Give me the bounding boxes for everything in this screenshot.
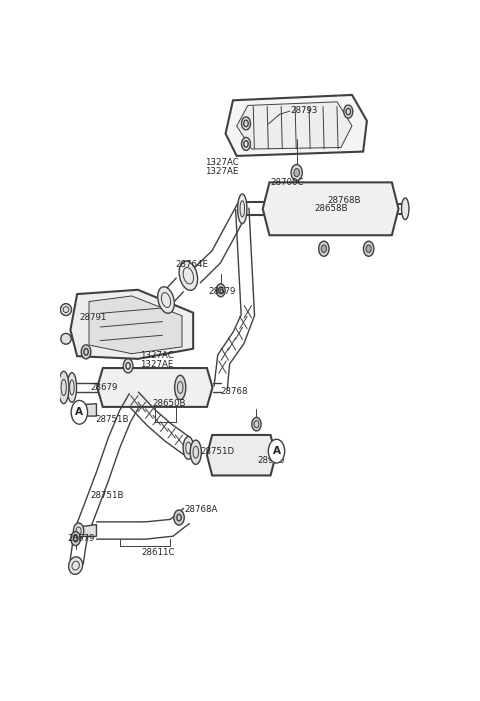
Circle shape <box>174 510 184 525</box>
Ellipse shape <box>183 437 193 459</box>
Text: 1327AE: 1327AE <box>205 167 239 176</box>
Circle shape <box>123 359 133 373</box>
Polygon shape <box>226 95 367 156</box>
Text: 28751D: 28751D <box>201 447 235 456</box>
Circle shape <box>344 105 353 118</box>
Text: 28793: 28793 <box>290 106 318 114</box>
Text: 28950: 28950 <box>257 456 285 465</box>
Ellipse shape <box>291 165 302 181</box>
Circle shape <box>71 400 87 424</box>
Text: 1327AC: 1327AC <box>205 158 239 167</box>
Polygon shape <box>71 290 193 359</box>
Ellipse shape <box>190 440 202 464</box>
Circle shape <box>216 284 225 297</box>
Circle shape <box>241 137 251 151</box>
Text: A: A <box>75 407 84 417</box>
Text: 28679: 28679 <box>67 534 95 543</box>
Ellipse shape <box>238 194 247 224</box>
Polygon shape <box>81 524 96 536</box>
Polygon shape <box>263 182 398 236</box>
Text: 28768B: 28768B <box>328 196 361 205</box>
Ellipse shape <box>401 198 409 219</box>
Text: 28679: 28679 <box>91 383 118 392</box>
Ellipse shape <box>294 169 300 177</box>
Ellipse shape <box>175 375 186 400</box>
Ellipse shape <box>60 304 72 315</box>
Text: 1327AE: 1327AE <box>140 360 173 369</box>
Ellipse shape <box>179 261 198 290</box>
Ellipse shape <box>363 241 374 257</box>
Text: 28791: 28791 <box>79 313 107 322</box>
Circle shape <box>268 440 285 463</box>
Circle shape <box>241 117 251 130</box>
Ellipse shape <box>67 373 76 402</box>
Text: 28768A: 28768A <box>185 505 218 514</box>
Polygon shape <box>97 368 213 407</box>
Ellipse shape <box>366 245 371 252</box>
Ellipse shape <box>73 523 84 539</box>
Ellipse shape <box>158 287 174 313</box>
Ellipse shape <box>319 241 329 257</box>
Ellipse shape <box>69 557 83 574</box>
Text: A: A <box>273 446 280 456</box>
Text: 28679: 28679 <box>209 287 236 296</box>
Text: 28768: 28768 <box>220 387 248 396</box>
Polygon shape <box>237 102 352 149</box>
Text: 28751B: 28751B <box>91 491 124 500</box>
Ellipse shape <box>252 417 261 431</box>
Polygon shape <box>89 296 182 354</box>
Polygon shape <box>82 404 96 416</box>
Text: 28658B: 28658B <box>315 204 348 213</box>
Text: 28764E: 28764E <box>175 261 208 269</box>
Text: 28751B: 28751B <box>96 416 129 424</box>
Circle shape <box>81 345 91 359</box>
Ellipse shape <box>61 334 71 344</box>
Text: 28650B: 28650B <box>152 399 186 408</box>
Text: 1327AC: 1327AC <box>140 351 174 360</box>
Ellipse shape <box>321 245 326 252</box>
Circle shape <box>71 531 81 545</box>
Polygon shape <box>207 435 276 475</box>
Text: 28700C: 28700C <box>270 178 304 187</box>
Ellipse shape <box>74 402 85 418</box>
Text: 28611C: 28611C <box>141 548 175 557</box>
Ellipse shape <box>59 372 69 404</box>
